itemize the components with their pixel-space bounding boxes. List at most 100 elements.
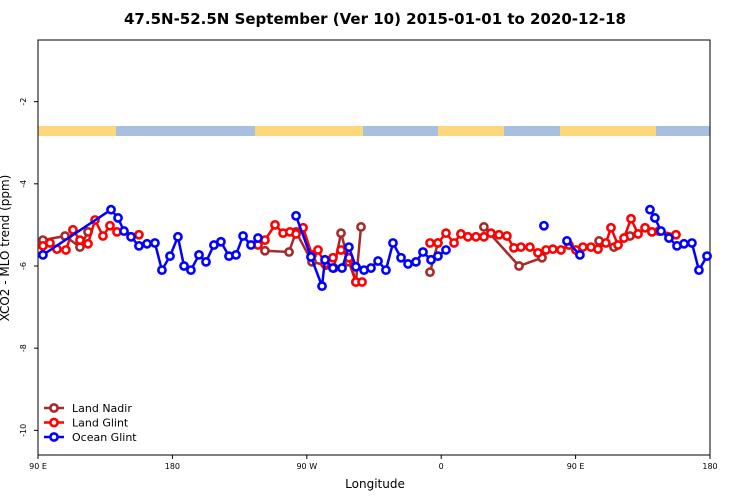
data-point	[173, 231, 183, 242]
plot-frame	[37, 39, 711, 456]
data-point	[38, 249, 48, 260]
data-point	[418, 247, 428, 257]
data-point	[366, 263, 376, 273]
data-point	[396, 252, 406, 263]
data-point	[61, 245, 71, 255]
data-point	[433, 238, 443, 248]
x-tick-label: 180	[165, 462, 180, 471]
data-point	[373, 256, 383, 266]
data-point	[578, 242, 588, 252]
data-point	[238, 231, 248, 241]
x-axis-label: Longitude	[345, 477, 405, 491]
data-point	[337, 263, 347, 273]
data-point	[539, 220, 549, 231]
land-strip	[560, 126, 656, 136]
data-point	[656, 226, 666, 236]
data-point	[356, 222, 366, 232]
data-point	[105, 220, 115, 231]
data-point	[479, 231, 489, 242]
land-strip	[38, 126, 116, 136]
data-point	[441, 228, 451, 239]
data-point	[328, 252, 338, 263]
data-point	[388, 238, 398, 248]
data-point	[494, 229, 504, 240]
data-point	[75, 235, 85, 246]
data-point	[246, 240, 256, 250]
data-point	[425, 267, 435, 278]
data-point	[45, 238, 55, 248]
legend-label: Land Glint	[72, 417, 129, 430]
y-axis-label: XCO2 - MLO trend (ppm)	[0, 175, 12, 322]
land-strip	[438, 126, 504, 136]
data-point	[514, 261, 524, 271]
data-point	[606, 222, 616, 233]
y-tick-label: -10	[19, 424, 28, 437]
data-point	[533, 247, 543, 258]
y-tick-label: -2	[19, 98, 28, 106]
data-point	[357, 277, 367, 287]
data-point	[231, 249, 241, 260]
data-point	[649, 213, 660, 223]
data-point	[516, 242, 526, 252]
data-point	[320, 254, 330, 265]
data-point	[645, 204, 655, 215]
data-point	[548, 244, 558, 255]
y-tick-label: -6	[19, 262, 28, 270]
data-point	[150, 238, 160, 248]
data-point	[640, 222, 650, 233]
data-point	[313, 245, 323, 255]
data-point	[463, 231, 473, 242]
data-point	[83, 238, 93, 249]
data-point	[336, 245, 346, 255]
data-point	[702, 251, 712, 262]
data-point	[425, 238, 435, 248]
legend-marker	[49, 432, 59, 442]
data-point	[381, 265, 391, 275]
data-point	[449, 238, 459, 248]
data-point	[619, 233, 629, 243]
data-point	[471, 231, 481, 242]
data-point	[157, 265, 167, 275]
legend-marker	[49, 417, 59, 428]
data-point	[562, 236, 572, 246]
data-point	[411, 256, 421, 267]
data-point	[479, 222, 489, 232]
data-point	[351, 261, 361, 272]
data-point	[633, 229, 643, 239]
chart-title: 47.5N-52.5N September (Ver 10) 2015-01-0…	[124, 10, 626, 28]
y-tick-label: -8	[19, 344, 28, 352]
data-point	[317, 281, 327, 292]
x-tick-label: 180	[702, 462, 717, 471]
legend-label: Land Nadir	[72, 402, 132, 415]
data-point	[134, 229, 144, 240]
y-tick-label: -4	[19, 180, 28, 188]
data-point	[186, 265, 196, 275]
data-point	[593, 244, 603, 255]
data-point	[679, 238, 689, 249]
data-point	[142, 238, 152, 249]
data-point	[119, 226, 129, 236]
data-point	[441, 245, 451, 255]
data-point	[126, 231, 136, 242]
data-point	[284, 247, 294, 257]
data-point	[253, 233, 263, 243]
x-tick-label: 90 W	[296, 462, 317, 471]
data-point	[575, 249, 585, 260]
data-point	[260, 245, 270, 256]
data-point	[626, 213, 636, 224]
data-point	[426, 254, 436, 265]
data-point	[433, 251, 443, 262]
x-tick-label: 0	[439, 462, 444, 471]
data-point	[344, 242, 354, 252]
x-tick-label: 90 E	[29, 462, 47, 471]
land-strip	[255, 126, 363, 136]
legend-label: Ocean Glint	[72, 431, 137, 444]
data-point	[613, 240, 623, 250]
series-line	[42, 208, 709, 287]
data-point	[687, 238, 697, 248]
data-point	[68, 224, 78, 235]
data-point	[179, 261, 189, 271]
legend-marker	[49, 403, 59, 413]
